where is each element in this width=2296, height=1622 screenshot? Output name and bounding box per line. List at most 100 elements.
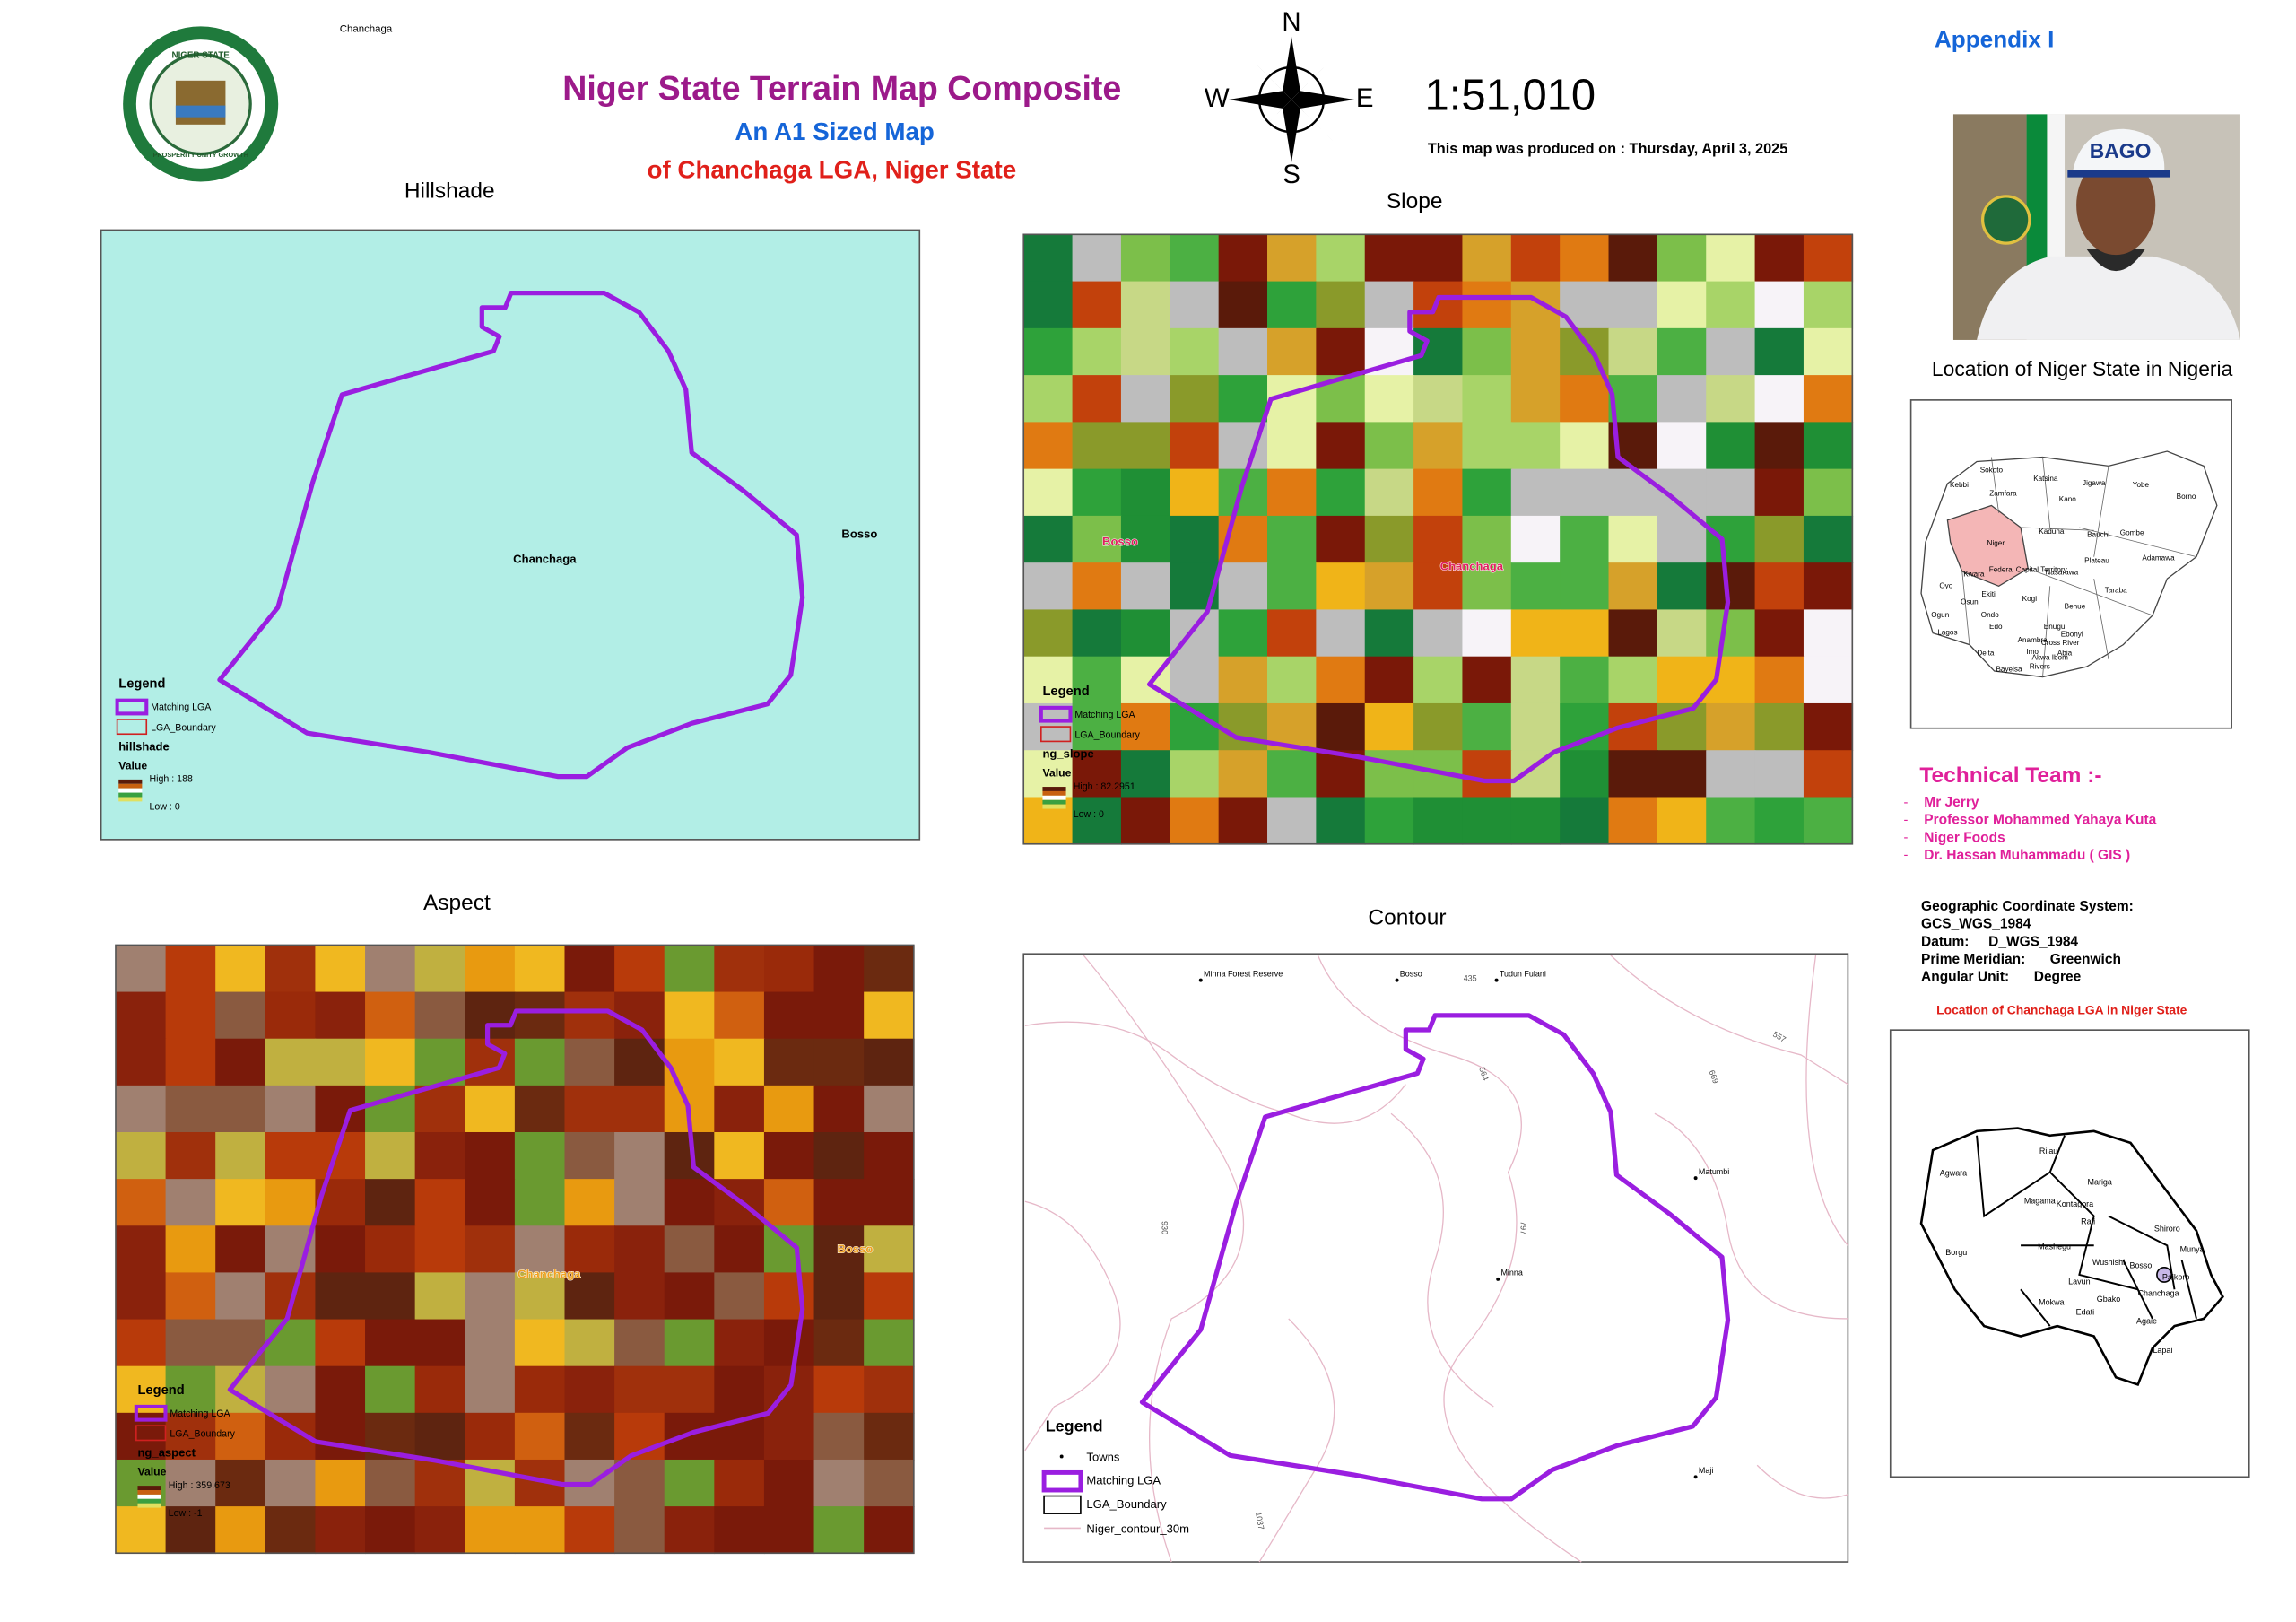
map-subtitle: An A1 Sized Map — [735, 118, 935, 145]
legend-layer: hillshade — [118, 739, 170, 753]
raster-cell — [1462, 609, 1512, 658]
legend-label: Value — [118, 759, 147, 772]
legend-title: Legend — [1046, 1417, 1103, 1435]
logo-text: PROSPERITY UNITY GROWTH — [152, 151, 248, 159]
contour-line — [1654, 1112, 1848, 1320]
raster-cell — [1706, 702, 1756, 752]
raster-cell — [1120, 609, 1171, 658]
raster-cell — [1608, 562, 1658, 611]
raster-cell — [1218, 375, 1268, 423]
legend-ramp — [118, 792, 143, 798]
raster-cell — [1267, 468, 1318, 517]
raster-cell — [1023, 375, 1074, 423]
raster-cell — [1560, 422, 1610, 470]
place-label: Chanchaga — [340, 24, 393, 35]
raster-cell — [1803, 750, 1854, 798]
raster-cell — [315, 945, 366, 993]
raster-cell — [115, 1225, 167, 1274]
legend-label: LGA_Boundary — [170, 1429, 235, 1440]
raster-cell — [864, 1131, 915, 1180]
raster-cell — [714, 1272, 765, 1321]
raster-cell — [265, 1319, 317, 1367]
coordinate-text: Geographic Coordinate System: — [1921, 899, 2134, 914]
raster-cell — [514, 1272, 566, 1321]
state-label: Enugu — [2044, 623, 2066, 631]
photo-jacket — [1977, 256, 2240, 340]
team-title: Technical Team :- — [1919, 763, 2101, 788]
raster-cell — [864, 945, 915, 993]
lga-boundary — [217, 291, 805, 780]
legend-label: Low : 0 — [1074, 809, 1104, 820]
raster-cell — [714, 1038, 765, 1086]
contour-line — [1390, 1112, 1494, 1408]
raster-cell — [1510, 327, 1561, 376]
legend-ramp — [137, 1498, 161, 1504]
raster-cell — [864, 991, 915, 1040]
raster-cell — [664, 1412, 716, 1461]
raster-cell — [564, 1085, 615, 1133]
raster-cell — [1754, 468, 1805, 517]
raster-cell — [664, 1179, 716, 1227]
legend-label: Matching LGA — [1086, 1474, 1161, 1487]
map-title: Niger State Terrain Map Composite — [562, 69, 1121, 107]
raster-cell — [614, 1459, 665, 1507]
legend-ramp — [1042, 790, 1066, 796]
raster-cell — [864, 1319, 915, 1367]
raster-cell — [1170, 797, 1220, 845]
raster-cell — [1657, 234, 1708, 283]
raster-cell — [1657, 327, 1708, 376]
raster-cell — [215, 1225, 266, 1274]
lga-label: Agaie — [2136, 1317, 2157, 1326]
lga-label: Paikoro — [2162, 1273, 2189, 1282]
niger-state-highlight — [1946, 504, 2029, 588]
raster-cell — [813, 1038, 865, 1086]
raster-cell — [714, 1319, 765, 1367]
raster-cell — [265, 1459, 317, 1507]
raster-cell — [1023, 234, 1074, 283]
raster-cell — [1803, 515, 1854, 563]
photo-face — [2076, 155, 2156, 256]
raster-cell — [1706, 468, 1756, 517]
raster-cell — [1754, 750, 1805, 798]
raster-cell — [1072, 562, 1122, 611]
raster-cell — [664, 1225, 716, 1274]
state-boundaries — [1961, 457, 2197, 677]
raster-cell — [864, 1179, 915, 1227]
raster-cell — [1170, 656, 1220, 704]
panel-title: Slope — [1387, 189, 1443, 214]
raster-cell — [1510, 422, 1561, 470]
lga-label: Kontagora — [2057, 1199, 2093, 1208]
lga-boundary — [1139, 1013, 1731, 1502]
raster-cell — [1462, 468, 1512, 517]
state-label: Federal Capital Territory — [1989, 565, 2068, 573]
raster-cell — [215, 1506, 266, 1555]
raster-cell — [1023, 656, 1074, 704]
raster-cell — [514, 1506, 566, 1555]
state-label: Adamawa — [2142, 554, 2175, 562]
raster-cell — [714, 1225, 765, 1274]
town-label: Maji — [1699, 1466, 1713, 1475]
state-label: Ogun — [1931, 611, 1949, 619]
raster-cell — [1364, 515, 1414, 563]
raster-cell — [1413, 797, 1464, 845]
place-label: Chanchaga — [513, 552, 577, 565]
raster-cell — [1413, 234, 1464, 283]
raster-cell — [564, 1225, 615, 1274]
compass-point — [1283, 100, 1300, 163]
photo-cap — [2072, 128, 2165, 176]
state-label: Kano — [2059, 495, 2077, 503]
inset-title: Location of Niger State in Nigeria — [1932, 357, 2233, 380]
compass-point — [1283, 36, 1300, 100]
state-label: Kogi — [2022, 595, 2038, 603]
state-label: Bayelsa — [1996, 666, 2022, 674]
legend-ramp — [137, 1503, 161, 1508]
raster-cell — [564, 1131, 615, 1180]
raster-cell — [1803, 656, 1854, 704]
raster-cell — [514, 1365, 566, 1414]
raster-cell — [1510, 375, 1561, 423]
raster-cell — [1218, 750, 1268, 798]
compass-point — [1292, 91, 1355, 109]
raster-cell — [514, 991, 566, 1040]
raster-cell — [465, 1272, 516, 1321]
